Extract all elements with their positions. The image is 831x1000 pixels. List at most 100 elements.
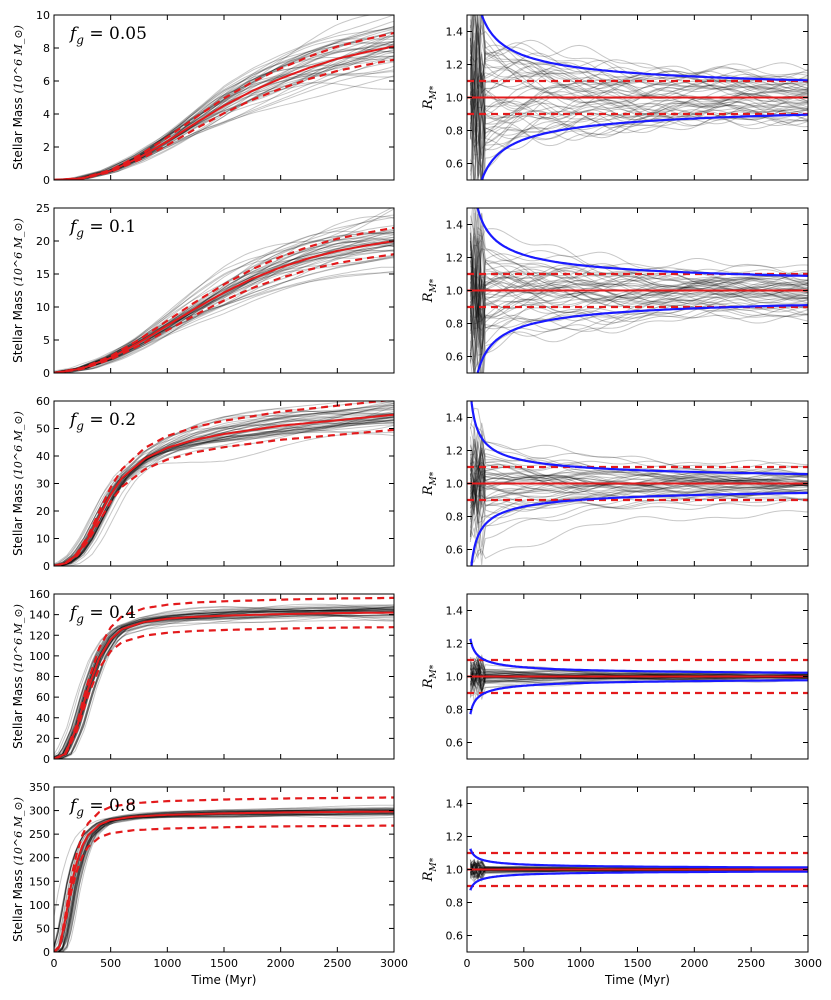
ratio-ytick-label: 1.2 xyxy=(446,638,464,651)
ratio-trace xyxy=(469,208,808,275)
mass-trace xyxy=(54,245,394,373)
mass-ylabel-text: Stellar Mass xyxy=(11,286,25,363)
mass-ytick-label: 0 xyxy=(43,753,50,766)
mass-trace xyxy=(54,811,394,950)
ratio-ylabel: RM* xyxy=(421,471,439,496)
panel-label-symbol: f xyxy=(68,217,79,237)
ratio-xtick-label: 3000 xyxy=(794,957,822,970)
ratio-trace xyxy=(469,311,808,373)
mass-trace xyxy=(54,255,394,373)
mass-trace xyxy=(54,809,394,952)
mass-trace xyxy=(54,610,394,759)
ratio-envelope-lower xyxy=(470,491,808,566)
ratio-envelope-upper xyxy=(470,401,808,476)
mass-trace xyxy=(54,419,394,566)
ratio-trace xyxy=(469,483,808,565)
mass-ylabel-text: Stellar Mass xyxy=(11,479,25,556)
mass-trace xyxy=(54,603,394,758)
ratio-trace xyxy=(469,309,808,373)
mass-trace xyxy=(54,57,394,180)
mass-ylabel-unit: (10^6 M_⊙) xyxy=(12,25,25,93)
ratio-plot-area xyxy=(467,848,808,891)
ratio-trace xyxy=(469,296,808,352)
mass-ytick-label: 0 xyxy=(43,367,50,380)
mass-xtick-label: 1000 xyxy=(153,957,181,970)
ratio-trace xyxy=(470,427,808,480)
ratio-trace xyxy=(470,247,808,316)
ratio-ytick-label: 0.6 xyxy=(446,737,464,750)
ratio-ytick-label: 1.0 xyxy=(446,864,464,877)
ratio-ytick-label: 1.4 xyxy=(446,798,464,811)
mass-ytick-label: 60 xyxy=(36,691,50,704)
ratio-ytick-label: 1.0 xyxy=(446,671,464,684)
mass-ytick-label: 250 xyxy=(29,828,50,841)
mass-trace xyxy=(54,810,394,952)
ratio-trace xyxy=(469,303,808,361)
mass-trace xyxy=(54,410,394,566)
mass-trace xyxy=(54,419,394,566)
ratio-envelope-upper xyxy=(476,208,808,277)
mass-trace xyxy=(54,266,394,372)
mass-trace xyxy=(54,615,394,759)
mass-xlabel: Time (Myr) xyxy=(191,973,257,987)
mass-trace xyxy=(54,240,394,373)
mass-panel: 0 50 100 150 200 250 300 350 0 500 1000 1500 2000 250… xyxy=(11,781,408,970)
ratio-trace xyxy=(469,99,808,180)
ratio-trace xyxy=(469,447,808,504)
ratio-trace xyxy=(469,240,808,359)
ratio-trace xyxy=(469,289,808,366)
mass-trace xyxy=(54,40,394,180)
ratio-trace xyxy=(469,91,808,180)
ratio-xtick-label: 2000 xyxy=(680,957,708,970)
panel-label-subscript: g xyxy=(76,805,84,819)
mass-trace xyxy=(54,57,394,180)
mass-trace xyxy=(54,52,394,180)
mass-lower-dashed xyxy=(54,824,394,952)
ratio-ytick-label: 0.6 xyxy=(446,351,464,364)
mass-trace xyxy=(54,606,394,758)
mass-trace xyxy=(54,808,394,952)
mass-trace xyxy=(54,610,394,759)
ratio-panel: 0.6 0.8 1.0 1.2 1.4 0 500 1000 1500 2000 2500 3000 R… xyxy=(421,786,822,970)
ratio-plot-area xyxy=(467,401,808,566)
ratio-trace xyxy=(469,82,808,180)
mass-trace xyxy=(54,249,394,373)
mass-trace xyxy=(54,55,394,180)
panel-label-symbol: f xyxy=(68,410,79,430)
mass-panel: 0 20 40 60 80 100 120 140 160 fg = 0.4 Stellar Mas… xyxy=(11,588,395,766)
panel-label-subscript: g xyxy=(76,33,84,47)
mass-trace xyxy=(54,406,394,566)
ratio-ytick-label: 1.0 xyxy=(446,92,464,105)
ratio-envelope-upper xyxy=(469,848,808,869)
mass-trace xyxy=(54,36,394,180)
mass-panel: 0 5 10 15 20 25 fg = 0.1 Stellar Mass (10^6 M_⊙… xyxy=(11,202,395,380)
mass-trace xyxy=(54,809,394,948)
mass-trace xyxy=(54,613,394,758)
mass-trace xyxy=(54,419,394,566)
panel-label-subscript: g xyxy=(76,419,84,433)
ratio-trace xyxy=(470,657,808,678)
ratio-trace xyxy=(469,434,808,498)
panel-label-value: = 0.2 xyxy=(84,410,136,430)
panel-label-symbol: f xyxy=(68,24,79,44)
mass-trace xyxy=(54,608,394,759)
mass-ytick-label: 40 xyxy=(36,450,50,463)
mass-ytick-label: 50 xyxy=(36,423,50,436)
ratio-trace xyxy=(469,673,808,697)
ratio-ytick-label: 0.6 xyxy=(446,158,464,171)
ratio-trace xyxy=(469,235,808,331)
ratio-trace xyxy=(470,78,808,180)
ratio-trace xyxy=(477,101,808,180)
ratio-trace xyxy=(469,40,808,140)
ratio-trace xyxy=(469,479,808,543)
ratio-trace xyxy=(469,265,808,350)
mass-trace xyxy=(54,208,393,373)
mass-trace xyxy=(54,404,394,565)
ratio-trace xyxy=(470,447,808,509)
mass-mean-line xyxy=(54,611,394,759)
ratio-trace xyxy=(469,15,808,83)
mass-upper-dashed xyxy=(54,31,394,180)
ratio-ylabel-symbol: R xyxy=(421,99,436,110)
